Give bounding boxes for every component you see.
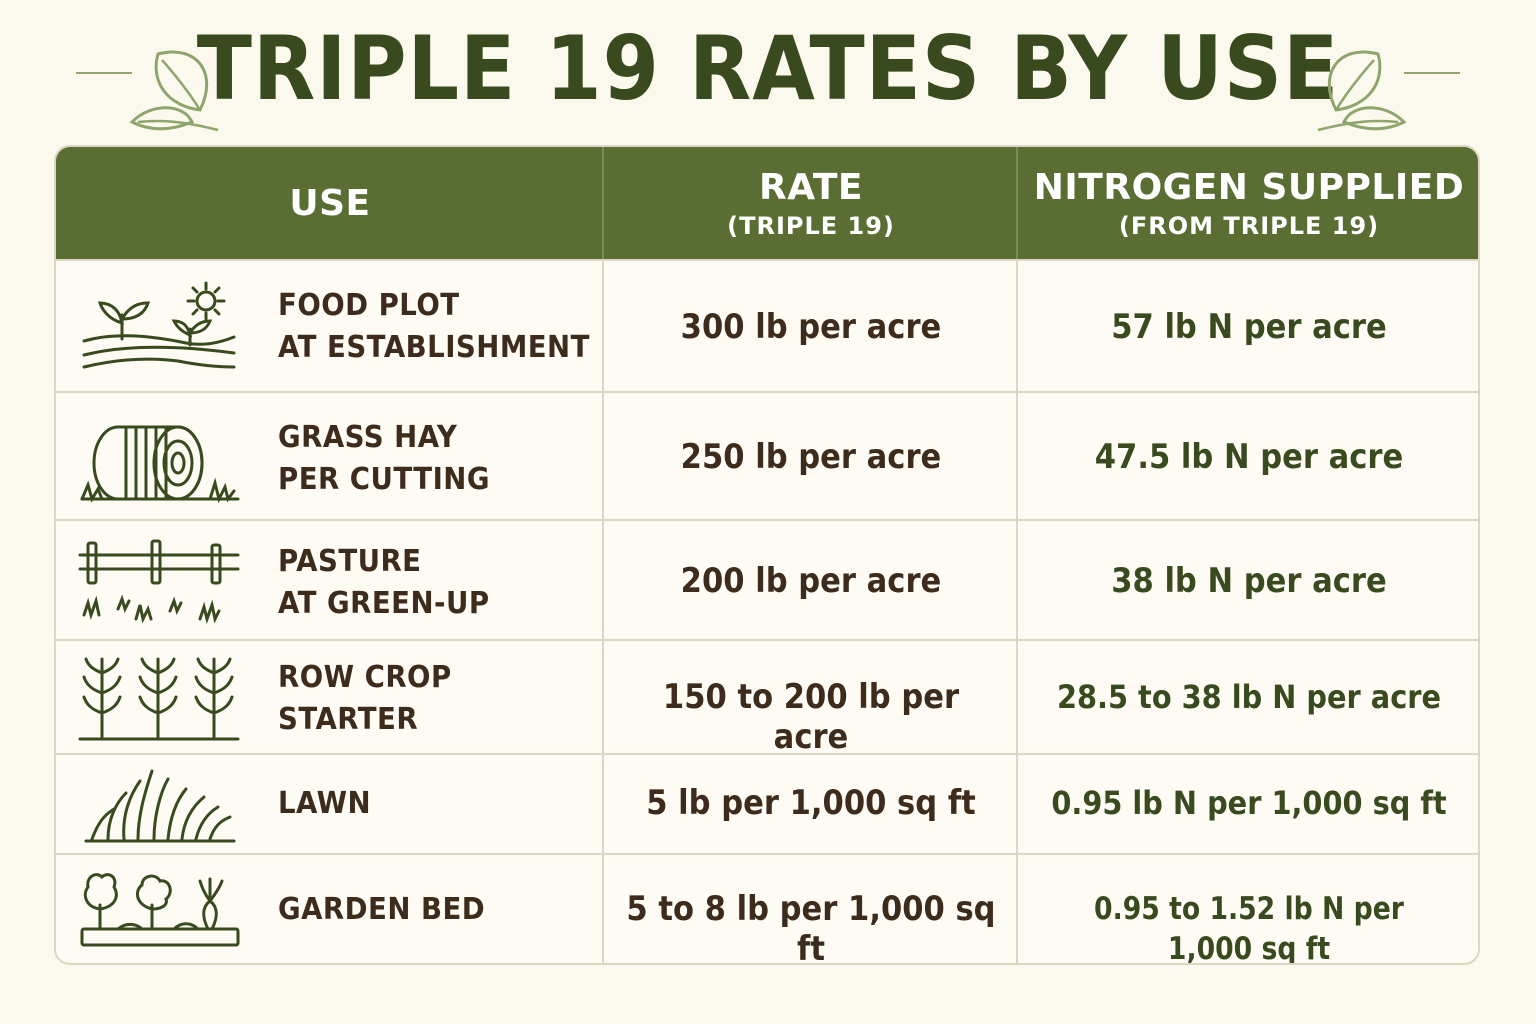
use-label-line: AT GREEN-UP [278, 586, 490, 621]
use-label: LAWN [278, 783, 371, 825]
garden-bed-icon [80, 873, 240, 947]
corn-icon [78, 657, 240, 741]
table-row: FOOD PLOT AT ESTABLISHMENT 300 lb per ac… [56, 259, 1478, 391]
nitrogen-value: 0.95 to 1.52 lb N per 1,000 sq ft [1094, 891, 1404, 965]
use-label-line: LAWN [278, 786, 372, 821]
nitrogen-value: 0.95 lb N per 1,000 sq ft [1051, 784, 1447, 822]
table-row: PASTURE AT GREEN-UP 200 lb per acre 38 l… [56, 519, 1478, 639]
rate-value: 300 lb per acre [680, 307, 942, 347]
use-label: GARDEN BED [278, 889, 485, 931]
header-nitrogen-sub: (FROM TRIPLE 19) [1118, 212, 1380, 240]
leaf-icon-right [1317, 50, 1407, 132]
table-row: GRASS HAY PER CUTTING 250 lb per acre 47… [56, 391, 1478, 519]
header-rate-label: RATE [759, 167, 863, 208]
header-divider [1016, 147, 1018, 259]
rate-value: 5 lb per 1,000 sq ft [646, 783, 976, 823]
header-use: USE [56, 147, 604, 259]
use-label-line: GRASS HAY [278, 420, 458, 455]
title-rule-left [76, 72, 132, 74]
nitrogen-value: 28.5 to 38 lb N per acre [1056, 678, 1442, 716]
rate-value: 5 to 8 lb per 1,000 sq ft [626, 889, 996, 965]
table-row: GARDEN BED 5 to 8 lb per 1,000 sq ft 0.9… [56, 853, 1478, 965]
header-rate: RATE (TRIPLE 19) [604, 147, 1018, 259]
rate-value: 150 to 200 lb per acre [662, 677, 960, 757]
table-row: ROW CROP STARTER 150 to 200 lb per acre … [56, 639, 1478, 757]
use-label: FOOD PLOT AT ESTABLISHMENT [278, 285, 590, 369]
leaf-icon-left [129, 50, 219, 132]
use-label-line: ROW CROP [278, 660, 452, 695]
use-label-line: FOOD PLOT [278, 288, 460, 323]
nitrogen-value: 47.5 lb N per acre [1094, 437, 1404, 477]
column-divider [602, 259, 604, 963]
table-header: USE RATE (TRIPLE 19) NITROGEN SUPPLIED (… [56, 147, 1478, 259]
grass-icon [84, 769, 236, 843]
use-label-line: PASTURE [278, 544, 422, 579]
table-row: LAWN 5 lb per 1,000 sq ft 0.95 lb N per … [56, 753, 1478, 853]
use-label: GRASS HAY PER CUTTING [278, 417, 490, 501]
use-label: ROW CROP STARTER [278, 657, 452, 741]
rate-value: 200 lb per acre [680, 561, 942, 601]
nitrogen-value: 38 lb N per acre [1111, 561, 1387, 601]
page-title: TRIPLE 19 RATES BY USE [196, 17, 1340, 120]
rate-value: 250 lb per acre [680, 437, 942, 477]
nitrogen-value: 57 lb N per acre [1111, 307, 1387, 347]
title-rule-right [1404, 72, 1460, 74]
header-nitrogen: NITROGEN SUPPLIED (FROM TRIPLE 19) [1018, 147, 1478, 259]
header-nitrogen-label: NITROGEN SUPPLIED [1033, 167, 1465, 208]
header-rate-sub: (TRIPLE 19) [727, 212, 895, 240]
use-label-line: PER CUTTING [278, 462, 490, 497]
column-divider [1016, 259, 1018, 963]
use-label-line: GARDEN BED [278, 892, 486, 927]
title-area: TRIPLE 19 RATES BY USE [0, 14, 1536, 134]
header-use-label: USE [289, 183, 371, 224]
food-plot-icon [82, 281, 236, 369]
use-label-line: STARTER [278, 702, 419, 737]
fence-icon [78, 539, 240, 625]
use-label: PASTURE AT GREEN-UP [278, 541, 490, 625]
rates-table: USE RATE (TRIPLE 19) NITROGEN SUPPLIED (… [54, 145, 1480, 965]
hay-bale-icon [80, 425, 240, 504]
use-label-line: AT ESTABLISHMENT [278, 330, 590, 365]
header-divider [602, 147, 604, 259]
